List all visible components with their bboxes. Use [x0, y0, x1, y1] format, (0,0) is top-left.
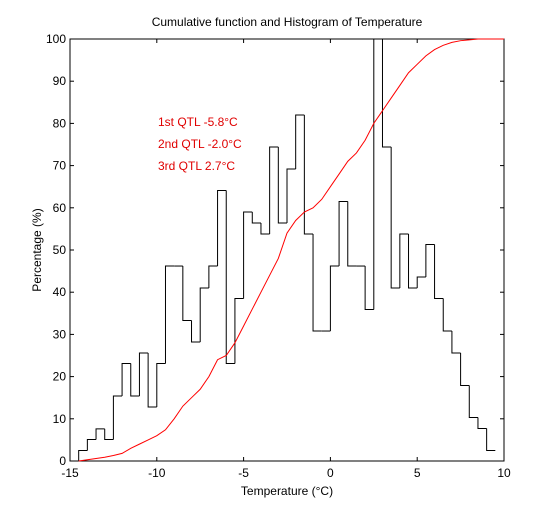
plot-frame	[69, 38, 505, 462]
y-tick-label: 20	[53, 370, 67, 384]
x-tick-label: 0	[327, 466, 334, 480]
histogram-step	[95, 428, 105, 440]
histogram-step	[277, 147, 287, 224]
histogram-step	[130, 363, 140, 397]
histogram-step	[381, 39, 392, 148]
histogram-step	[164, 265, 175, 364]
x-tick-label: 10	[497, 466, 511, 480]
histogram-step	[234, 298, 244, 364]
histogram-step	[217, 189, 227, 267]
y-tick-label: 60	[53, 201, 67, 215]
histogram-step	[182, 266, 192, 321]
histogram-step	[208, 265, 218, 288]
y-axis-label: Percentage (%)	[30, 208, 44, 291]
histogram-step	[416, 276, 426, 288]
x-axis-label: Temperature (°C)	[241, 484, 333, 498]
histogram-step	[312, 233, 322, 332]
histogram-step	[260, 222, 270, 235]
histogram-step	[468, 385, 478, 419]
histogram-step	[347, 201, 357, 267]
y-tick-label: 80	[53, 116, 67, 130]
histogram-step	[303, 114, 314, 235]
y-tick-label: 30	[53, 327, 67, 341]
x-tick-label: -15	[61, 466, 79, 480]
histogram-step	[243, 211, 253, 299]
histogram-step	[408, 233, 418, 289]
histogram-step	[434, 244, 444, 300]
quantile-label: 2nd QTL -2.0°C	[158, 137, 242, 151]
histogram-step	[86, 438, 97, 451]
y-tick-label: 100	[46, 32, 66, 46]
histogram-step	[295, 114, 305, 169]
x-tick-label: 5	[414, 466, 421, 480]
histogram-step	[338, 200, 348, 267]
y-tick-label: 50	[53, 243, 67, 257]
histogram-step	[191, 320, 201, 343]
histogram-step	[329, 265, 340, 332]
histogram-step	[112, 395, 123, 440]
y-tick-label: 10	[53, 412, 67, 426]
quantile-label: 3rd QTL 2.7°C	[158, 159, 235, 173]
histogram-step	[425, 244, 435, 278]
cumulative-curve	[78, 38, 504, 462]
y-tick-label: 0	[59, 454, 66, 468]
histogram-step	[477, 417, 487, 430]
histogram-step	[251, 212, 261, 224]
cumulative-line	[78, 38, 504, 462]
histogram-step	[121, 363, 131, 397]
y-tick-label: 90	[53, 74, 67, 88]
histogram-step	[225, 190, 235, 365]
histogram-step	[486, 428, 496, 451]
histogram-step	[199, 287, 209, 342]
histogram-step	[373, 38, 383, 310]
y-tick-label: 40	[53, 285, 67, 299]
y-tick-label: 70	[53, 159, 67, 173]
histogram-step	[451, 331, 461, 354]
histogram-step	[269, 146, 279, 234]
chart-title: Cumulative function and Histogram of Tem…	[152, 15, 423, 29]
histogram-step	[156, 363, 166, 407]
histogram-step	[399, 233, 409, 288]
quantile-label: 1st QTL -5.8°C	[158, 115, 238, 129]
histogram-step	[390, 147, 400, 289]
histogram-step	[286, 168, 296, 223]
histogram	[78, 38, 505, 461]
histogram-step	[78, 449, 88, 461]
quantile-annotations: 1st QTL -5.8°C 2nd QTL -2.0°C 3rd QTL 2.7°…	[158, 115, 242, 173]
x-tick-label: -5	[238, 466, 249, 480]
histogram-step	[442, 298, 452, 332]
histogram-step	[104, 428, 114, 440]
x-tick-label: -10	[148, 466, 166, 480]
histogram-step	[364, 266, 374, 311]
histogram-step	[147, 352, 157, 408]
histogram-step	[138, 352, 149, 397]
histogram-step	[460, 352, 470, 386]
